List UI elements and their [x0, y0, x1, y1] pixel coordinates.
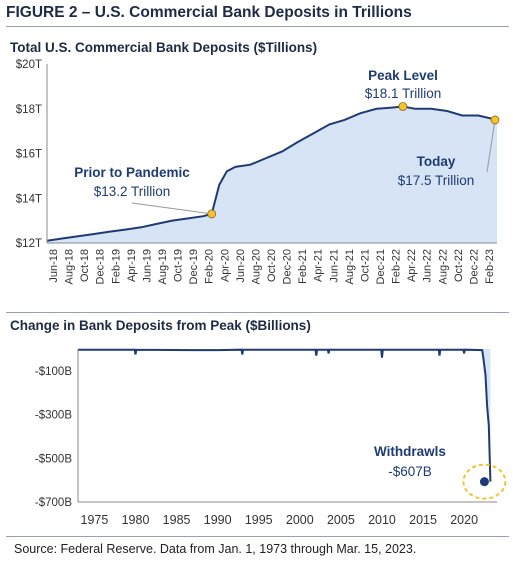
peak-value: $18.1 Trillion	[365, 86, 442, 101]
x-tick-label: 1975	[81, 513, 109, 527]
deposits-area	[47, 106, 497, 243]
x-tick-label: Apr-19	[126, 249, 138, 282]
y-tick-label: $16T	[16, 149, 42, 161]
x-tick-label: Jun-19	[141, 249, 153, 283]
x-tick-label: 1995	[245, 513, 273, 527]
peak-label: Peak Level	[368, 68, 438, 83]
pandemic-marker	[207, 209, 217, 219]
x-tick-label: Feb-22	[391, 249, 403, 284]
y-tick-label: $12T	[16, 238, 42, 250]
today-marker	[490, 115, 500, 125]
peak-marker	[398, 102, 408, 111]
today-leader-line	[486, 119, 496, 173]
withdrawls-marker	[479, 477, 489, 487]
x-tick-label: Feb-19	[110, 249, 122, 284]
source-note: Source: Federal Reserve. Data from Jan. …	[14, 542, 417, 556]
x-tick-label: Dec-20	[282, 249, 294, 284]
x-tick-label: Dec-21	[375, 249, 387, 284]
x-tick-label: 2005	[327, 513, 355, 527]
x-tick-label: Dec-19	[188, 249, 200, 284]
x-tick-label: Dec-18	[95, 249, 107, 284]
x-tick-label: Feb-21	[297, 249, 309, 284]
x-tick-label: 1990	[204, 513, 232, 527]
x-tick-label: 1985	[163, 513, 191, 527]
pandemic-value: $13.2 Trillion	[94, 184, 171, 199]
x-tick-label: 2010	[368, 513, 396, 527]
withdrawls-highlight-ring	[462, 463, 507, 500]
today-value: $17.5 Trillion	[398, 173, 475, 188]
x-tick-label: 2000	[286, 513, 314, 527]
x-tick-label: Jun-22	[422, 249, 434, 283]
x-tick-label: Apr-20	[219, 249, 231, 282]
x-tick-label: Aug-20	[250, 249, 262, 284]
x-tick-label: Oct-19	[173, 249, 185, 282]
x-tick-label: Dec-22	[468, 249, 480, 284]
x-tick-label: Apr-21	[313, 249, 325, 282]
pandemic-leader-line	[131, 202, 212, 215]
x-tick-label: 1980	[122, 513, 150, 527]
y-tick-label: $18T	[16, 104, 42, 116]
panel-divider	[6, 312, 509, 313]
x-tick-label: Aug-19	[157, 249, 169, 284]
withdrawls-value: -$607B	[388, 464, 432, 479]
y-tick-label: -$700B	[35, 497, 72, 509]
x-tick-label: Feb-23	[484, 249, 496, 284]
y-tick-label: -$300B	[35, 410, 72, 422]
x-tick-label: Apr-22	[406, 249, 418, 282]
change-line	[78, 348, 492, 482]
x-tick-label: Jun-18	[48, 249, 60, 283]
x-tick-label: Oct-22	[453, 249, 465, 282]
chart2-title: Change in Bank Deposits from Peak ($Bill…	[10, 318, 311, 333]
x-tick-label: Aug-22	[437, 249, 449, 284]
x-tick-label: Jun-20	[235, 249, 247, 283]
x-tick-label: Aug-18	[64, 249, 76, 284]
deposits-change-chart: -$100B -$300B -$500B -$700B 1975 1980 1985 1990…	[35, 348, 507, 527]
x-tick-label: Oct-20	[266, 249, 278, 282]
change-area	[78, 349, 491, 482]
x-tick-label: Jun-21	[328, 249, 340, 283]
x-tick-label: 2020	[450, 513, 478, 527]
y-tick-label: -$100B	[35, 366, 72, 378]
x-tick-label: Feb-20	[204, 249, 216, 284]
x-tick-label: Aug-21	[344, 249, 356, 284]
x-tick-label: Oct-18	[79, 249, 91, 282]
y-tick-label: $14T	[16, 193, 42, 205]
today-label: Today	[417, 154, 456, 169]
deposits-total-chart: $12T $14T $16T $18T $20T Jun-18 Aug-18 Oct-18 De…	[16, 59, 500, 284]
chart1-title: Total U.S. Commercial Bank Deposits ($Ti…	[10, 40, 318, 55]
figure-title: FIGURE 2 – U.S. Commercial Bank Deposits…	[6, 4, 509, 27]
source-divider	[6, 536, 509, 537]
deposits-line	[46, 105, 498, 242]
pandemic-label: Prior to Pandemic	[74, 165, 190, 180]
y-tick-label: -$500B	[35, 453, 72, 465]
x-tick-label: 2015	[409, 513, 437, 527]
withdrawls-label: Withdrawls	[374, 444, 446, 459]
y-tick-label: $20T	[16, 59, 42, 71]
x-tick-label: Oct-21	[359, 249, 371, 282]
